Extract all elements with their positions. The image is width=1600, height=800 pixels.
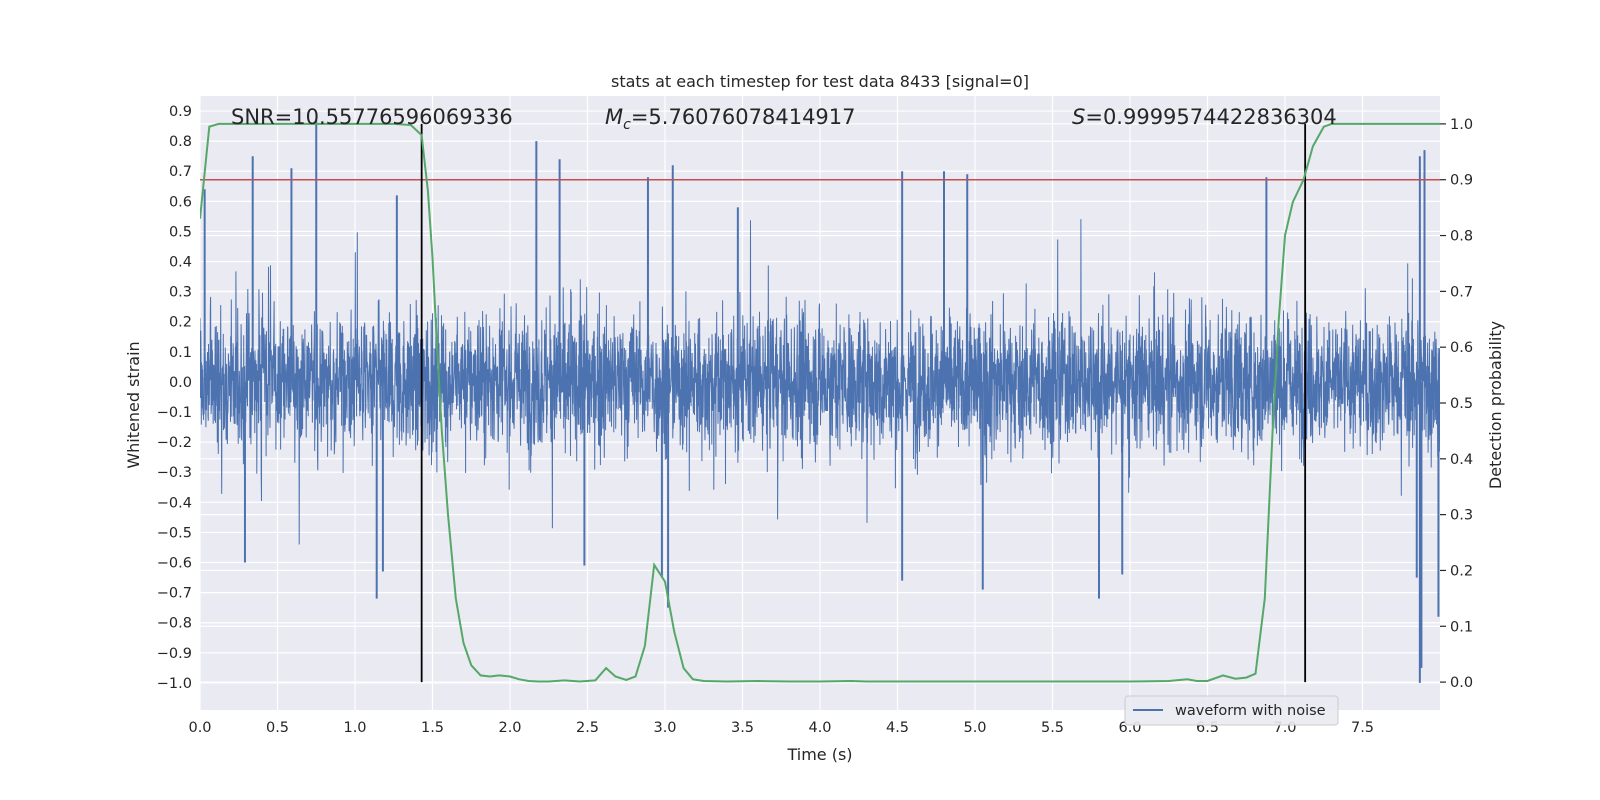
vertical-lines	[420, 123, 1307, 683]
y-tick-label: 0.1	[169, 345, 192, 361]
s-annotation: S=0.9999574422836304	[1072, 105, 1337, 129]
x-tick-label: 5.5	[1041, 720, 1064, 736]
snr-annotation: SNR=10.55776596069336	[231, 105, 513, 129]
mc-value: =5.76076078414917	[631, 105, 856, 129]
x-tick-label: 1.5	[421, 720, 444, 736]
y-tick-label: 0.3	[169, 285, 192, 301]
x-tick-label: 4.0	[808, 720, 831, 736]
y-tick-label: 0.8	[169, 134, 192, 150]
y2-tick-label: 0.1	[1450, 619, 1473, 635]
y2-tick-labels: 1.0 0.9 0.8 0.7 0.6 0.5 0.4 0.3 0.2 0.1 0.0	[1440, 117, 1473, 691]
mc-symbol: M	[605, 105, 623, 129]
legend-entry: waveform with noise	[1175, 703, 1326, 719]
y2-tick-label: 0.6	[1450, 340, 1473, 356]
y-tick-label: −0.8	[157, 616, 192, 632]
y-tick-label: −0.7	[157, 586, 192, 602]
chart-title: stats at each timestep for test data 843…	[611, 72, 1029, 91]
legend: waveform with noise	[1124, 695, 1339, 726]
y2-tick-label: 0.0	[1450, 675, 1473, 691]
y-tick-label: 0.6	[169, 194, 192, 210]
mc-subscript: c	[623, 117, 631, 133]
y2-tick-label: 0.7	[1450, 284, 1473, 300]
mc-annotation: Mc=5.76076078414917	[605, 105, 856, 133]
y2-tick-label: 0.5	[1450, 396, 1473, 412]
y-tick-label: −0.1	[157, 405, 192, 421]
y-tick-label: −0.6	[157, 556, 192, 572]
y-tick-label: 0.7	[169, 164, 192, 180]
x-tick-label: 3.0	[653, 720, 676, 736]
waveform-line	[200, 219, 1440, 545]
y2-tick-label: 0.3	[1450, 508, 1473, 524]
y2-tick-label: 0.2	[1450, 563, 1473, 579]
y-tick-label: −0.2	[157, 435, 192, 451]
y-axis-label: Whitened strain	[124, 341, 143, 468]
x-tick-label: 3.5	[731, 720, 754, 736]
x-axis-label: Time (s)	[786, 745, 852, 764]
x-tick-label: 4.5	[886, 720, 909, 736]
y2-axis-label: Detection probability	[1486, 321, 1505, 489]
y-tick-label: −0.4	[157, 495, 192, 511]
x-tick-label: 1.0	[343, 720, 366, 736]
y-tick-label: 0.5	[169, 224, 192, 240]
x-tick-label: 2.5	[576, 720, 599, 736]
y2-tick-label: 0.8	[1450, 229, 1473, 245]
y-tick-label: −0.9	[157, 646, 192, 662]
x-tick-label: 0.5	[266, 720, 289, 736]
y2-tick-label: 0.9	[1450, 173, 1473, 189]
y-tick-label: 0.2	[169, 315, 192, 331]
detection-probability-line	[200, 122, 1440, 683]
legend-box	[1124, 695, 1339, 726]
y-tick-label: −0.5	[157, 525, 192, 541]
s-value: =0.9999574422836304	[1085, 105, 1336, 129]
y-tick-label: 0.0	[169, 375, 192, 391]
x-tick-label: 5.0	[963, 720, 986, 736]
y-tick-label: 0.4	[169, 255, 192, 271]
s-symbol: S	[1072, 105, 1085, 129]
y-tick-label: 0.9	[169, 104, 192, 120]
y-tick-labels: 0.9 0.8 0.7 0.6 0.5 0.4 0.3 0.2 0.1 0.0 −0.1 −0.2 −0…	[157, 104, 192, 692]
x-tick-labels: 0.0 0.5 1.0 1.5 2.0 2.5 3.0 3.5 4.0 4.5 5.0 5.5 6.0 6…	[188, 720, 1374, 736]
x-tick-label: 2.0	[498, 720, 521, 736]
y2-tick-label: 1.0	[1450, 117, 1473, 133]
y-tick-label: −0.3	[157, 465, 192, 481]
x-tick-label: 0.0	[188, 720, 211, 736]
x-tick-label: 7.5	[1351, 720, 1374, 736]
y-tick-label: −1.0	[157, 676, 192, 692]
waveform-spikes	[203, 120, 1440, 683]
y2-tick-label: 0.4	[1450, 452, 1473, 468]
